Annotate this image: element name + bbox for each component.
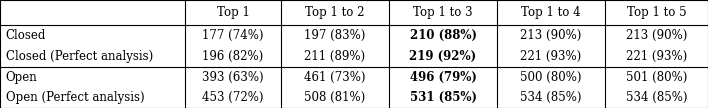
Text: 508 (81%): 508 (81%) [304,91,365,104]
Text: 177 (74%): 177 (74%) [202,29,264,42]
Text: 393 (63%): 393 (63%) [202,71,264,83]
Text: 496 (79%): 496 (79%) [409,71,476,83]
Text: Open: Open [6,71,38,83]
Text: 219 (92%): 219 (92%) [409,50,476,63]
Text: 210 (88%): 210 (88%) [409,29,476,42]
Text: Top 1 to 4: Top 1 to 4 [521,6,581,19]
Text: Closed: Closed [6,29,46,42]
Text: 534 (85%): 534 (85%) [520,91,582,104]
Text: 213 (90%): 213 (90%) [626,29,687,42]
Text: 196 (82%): 196 (82%) [202,50,263,63]
Text: Top 1: Top 1 [217,6,249,19]
Text: Top 1 to 3: Top 1 to 3 [413,6,473,19]
Text: Top 1 to 5: Top 1 to 5 [627,6,686,19]
Text: 221 (93%): 221 (93%) [520,50,582,63]
Text: 461 (73%): 461 (73%) [304,71,366,83]
Text: 534 (85%): 534 (85%) [626,91,687,104]
Text: 221 (93%): 221 (93%) [626,50,687,63]
Text: 211 (89%): 211 (89%) [304,50,365,63]
Text: 213 (90%): 213 (90%) [520,29,582,42]
Text: Top 1 to 2: Top 1 to 2 [305,6,365,19]
Text: Closed (Perfect analysis): Closed (Perfect analysis) [6,50,153,63]
Text: Open (Perfect analysis): Open (Perfect analysis) [6,91,144,104]
Text: 453 (72%): 453 (72%) [202,91,264,104]
Text: 501 (80%): 501 (80%) [626,71,687,83]
Text: 500 (80%): 500 (80%) [520,71,582,83]
Text: 531 (85%): 531 (85%) [409,91,476,104]
Text: 197 (83%): 197 (83%) [304,29,366,42]
